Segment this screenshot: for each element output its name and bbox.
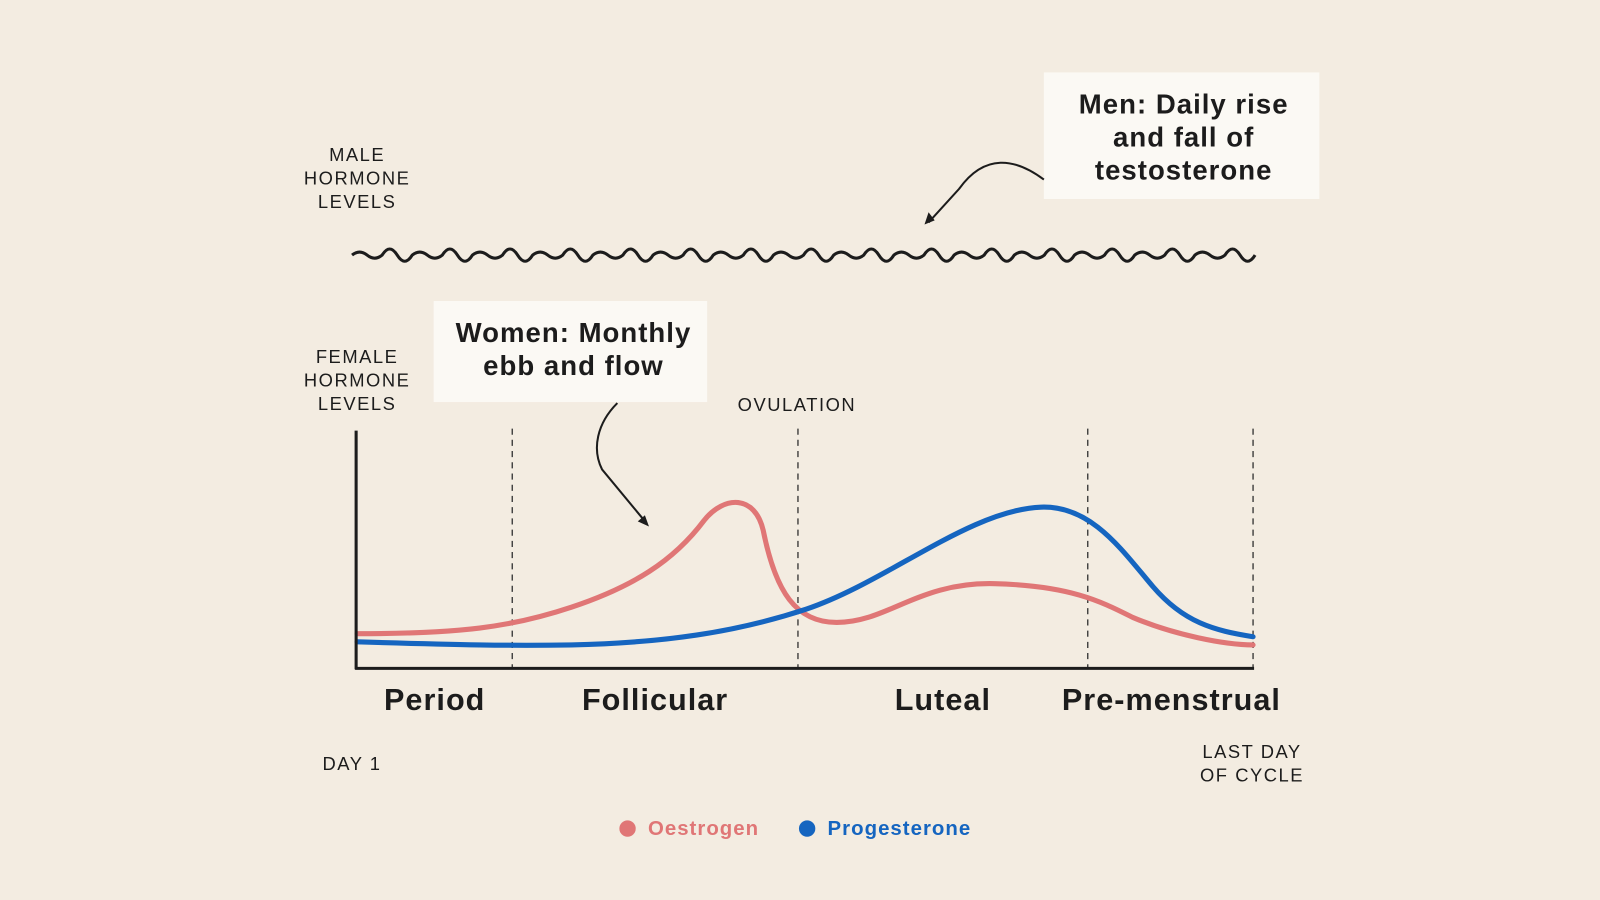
female-axis-label: HORMONE: [304, 369, 411, 390]
men-callout-text: Men: Daily rise: [1079, 88, 1289, 119]
women-callout-text: Women: Monthly: [456, 317, 692, 348]
female-axis-label: LEVELS: [318, 393, 397, 414]
phase-label: Luteal: [895, 683, 991, 717]
phase-label: Follicular: [582, 683, 728, 717]
men-arrow-head: [924, 212, 935, 225]
male-axis-label: LEVELS: [318, 191, 397, 212]
male-axis-label: MALE: [329, 144, 385, 165]
men-callout-text: and fall of: [1113, 122, 1254, 153]
women-arrow: [595, 402, 647, 524]
oestrogen-curve: [354, 500, 1256, 648]
women-arrow-head: [637, 515, 649, 527]
men-arrow: [927, 161, 1045, 224]
legend-label: Progesterone: [828, 818, 972, 840]
testosterone-wave: [351, 247, 1257, 263]
start-label: DAY 1: [323, 753, 382, 774]
legend-dot: [619, 820, 636, 837]
legend-label: Oestrogen: [648, 818, 759, 840]
phase-label: Pre-menstrual: [1062, 683, 1281, 717]
men-callout-text: testosterone: [1095, 155, 1273, 186]
phase-label: Period: [384, 683, 485, 717]
women-callout-text: ebb and flow: [483, 350, 664, 381]
female-axis-label: FEMALE: [316, 346, 399, 367]
ovulation-label: OVULATION: [738, 394, 857, 415]
progesterone-curve: [354, 504, 1256, 648]
men-callout-box: [1043, 72, 1320, 199]
end-label: LAST DAY: [1202, 741, 1301, 762]
male-axis-label: HORMONE: [304, 167, 411, 188]
women-callout-box: [433, 301, 708, 403]
legend-dot: [798, 820, 816, 837]
end-label: OF CYCLE: [1200, 764, 1304, 785]
